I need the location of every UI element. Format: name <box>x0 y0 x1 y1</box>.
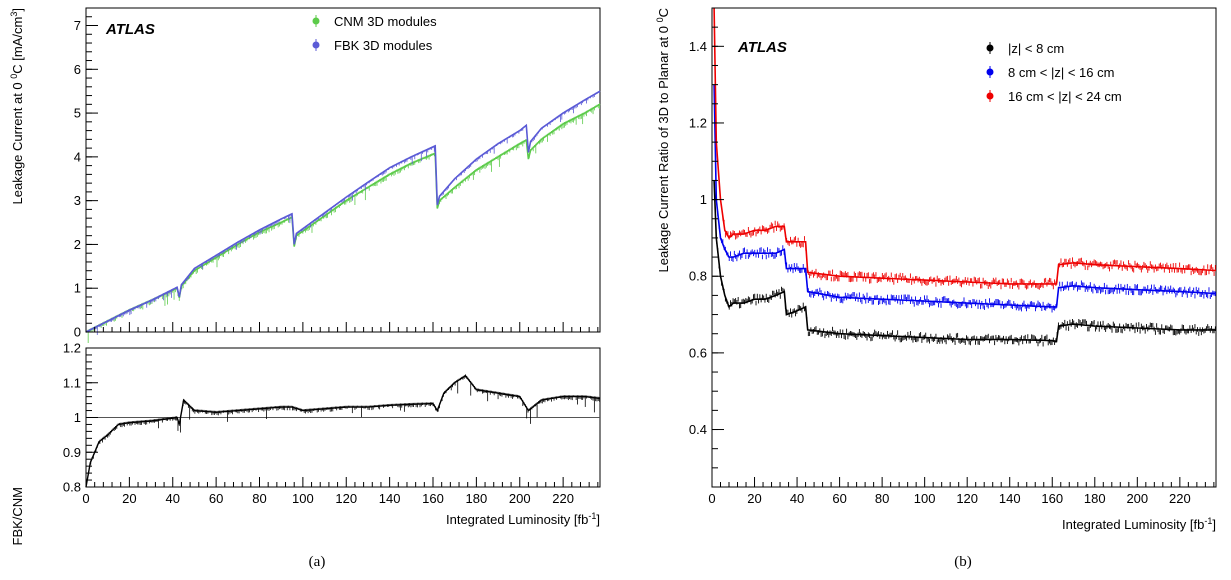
panel-b-legend: |z| < 8 cm 8 cm < |z| < 16 cm 16 cm < |z… <box>986 41 1122 104</box>
legend-outer-marker <box>986 92 994 100</box>
panel-b-xlabel: Integrated Luminosity [fb-1] <box>1062 516 1216 532</box>
x-tick-label: 140 <box>999 491 1021 506</box>
x-tick-label: 0 <box>708 491 715 506</box>
y-tick-label: 0 <box>74 325 81 340</box>
panel-a-xlabel: Integrated Luminosity [fb-1] <box>446 511 600 527</box>
y-tick-label: 1.4 <box>689 39 707 54</box>
panel-b-axes: 0 20 40 60 80 100 120 140 160 180 200 220 0.4 0.6 0.8 1… <box>689 7 1215 506</box>
y-tick-label: 1 <box>74 410 81 425</box>
panel-a-legend: CNM 3D modules FBK 3D modules <box>312 14 437 53</box>
panel-b-caption: (b) <box>954 554 972 570</box>
x-tick-label: 180 <box>1084 491 1106 506</box>
x-tick-label: 120 <box>956 491 978 506</box>
y-tick-label: 5 <box>74 106 81 121</box>
y-tick-label: 7 <box>74 18 81 33</box>
x-tick-label: 220 <box>1169 491 1191 506</box>
y-tick-label: 6 <box>74 62 81 77</box>
legend-cnm-label: CNM 3D modules <box>334 14 437 29</box>
cnm-series-line <box>85 103 601 333</box>
x-tick-label: 200 <box>509 491 531 506</box>
panel-a-upper-axes: 0 1 2 3 4 5 6 7 <box>74 16 599 340</box>
panel-a-ylabel: Leakage Current at 0 0C [mA/cm3] <box>9 8 25 204</box>
y-tick-label: 1 <box>74 281 81 296</box>
inner-series-line <box>713 180 1216 343</box>
y-tick-label: 0.8 <box>63 480 81 495</box>
x-tick-label: 80 <box>252 491 266 506</box>
y-tick-label: 1.2 <box>689 115 707 130</box>
x-tick-label: 60 <box>209 491 223 506</box>
x-tick-label: 100 <box>914 491 936 506</box>
y-tick-label: 1.1 <box>63 375 81 390</box>
x-tick-label: 200 <box>1126 491 1148 506</box>
x-tick-label: 140 <box>379 491 401 506</box>
y-tick-label: 2 <box>74 237 81 252</box>
legend-fbk-marker <box>312 41 320 49</box>
y-tick-label: 0.8 <box>689 269 707 284</box>
panel-a-upper-frame <box>85 7 601 333</box>
ratio-series-line <box>85 374 601 488</box>
x-tick-label: 160 <box>1041 491 1063 506</box>
x-tick-label: 20 <box>122 491 136 506</box>
x-tick-label: 40 <box>790 491 804 506</box>
outer-series-line <box>713 7 1217 285</box>
x-tick-label: 220 <box>552 491 574 506</box>
legend-middle-marker <box>986 68 994 76</box>
x-tick-label: 180 <box>466 491 488 506</box>
x-tick-label: 120 <box>335 491 357 506</box>
panel-b-atlas-label: ATLAS <box>737 39 787 56</box>
x-tick-label: 80 <box>875 491 889 506</box>
fbk-series-line <box>85 90 601 333</box>
panel-a-lower-axes: 0 20 40 60 80 100 120 140 160 180 200 220 0.8 0.9 1 1.1… <box>63 341 599 506</box>
panel-b-ylabel: Leakage Current Ratio of 3D to Planar at… <box>655 8 671 272</box>
panel-a-ratio-ylabel: FBK/CNM <box>10 487 25 546</box>
legend-middle-label: 8 cm < |z| < 16 cm <box>1008 65 1114 80</box>
y-tick-label: 3 <box>74 193 81 208</box>
legend-inner-label: |z| < 8 cm <box>1008 41 1064 56</box>
x-tick-label: 160 <box>422 491 444 506</box>
panel-b-frame <box>711 7 1217 488</box>
panel-a-atlas-label: ATLAS <box>105 21 155 38</box>
x-tick-label: 0 <box>82 491 89 506</box>
legend-outer-label: 16 cm < |z| < 24 cm <box>1008 89 1122 104</box>
y-tick-label: 4 <box>74 149 81 164</box>
panel-a-lower-series <box>85 374 601 488</box>
x-tick-label: 60 <box>832 491 846 506</box>
panel-a-caption: (a) <box>309 554 326 570</box>
legend-inner-marker <box>986 44 994 52</box>
legend-fbk-label: FBK 3D modules <box>334 38 433 53</box>
panel-b: 0 20 40 60 80 100 120 140 160 180 200 220 0.4 0.6 0.8 1… <box>655 7 1217 570</box>
y-tick-label: 0.6 <box>689 345 707 360</box>
y-tick-label: 0.4 <box>689 422 707 437</box>
y-tick-label: 1 <box>700 192 707 207</box>
y-tick-label: 0.9 <box>63 445 81 460</box>
panel-a-upper-series <box>85 90 601 343</box>
middle-series-line <box>713 84 1217 308</box>
x-tick-label: 20 <box>747 491 761 506</box>
y-tick-label: 1.2 <box>63 341 81 356</box>
x-tick-label: 40 <box>166 491 180 506</box>
legend-cnm-marker <box>312 17 320 25</box>
panel-b-series <box>713 7 1217 347</box>
x-tick-label: 100 <box>292 491 314 506</box>
